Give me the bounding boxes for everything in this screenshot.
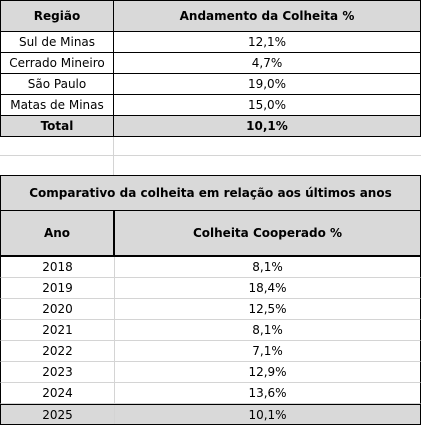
table-row: 2018 8,1% xyxy=(0,257,421,278)
table-row: 2024 13,6% xyxy=(0,383,421,404)
year-cell[interactable]: 2023 xyxy=(1,362,115,382)
total-value[interactable]: 10,1% xyxy=(114,116,421,136)
empty-grid-rows xyxy=(0,137,421,175)
progress-cell[interactable]: 19,0% xyxy=(114,74,421,94)
table-row: 2019 18,4% xyxy=(0,278,421,299)
region-cell[interactable]: Cerrado Mineiro xyxy=(0,53,114,73)
region-cell[interactable]: Matas de Minas xyxy=(0,95,114,115)
progress-cell[interactable]: 4,7% xyxy=(114,53,421,73)
year-cell[interactable]: 2020 xyxy=(1,299,115,319)
empty-cell[interactable] xyxy=(0,137,114,155)
year-cell[interactable]: 2024 xyxy=(1,383,115,403)
region-cell[interactable]: Sul de Minas xyxy=(0,32,114,52)
harvest-cell[interactable]: 10,1% xyxy=(248,407,287,422)
empty-cell[interactable] xyxy=(114,137,421,155)
table-row: 2021 8,1% xyxy=(0,320,421,341)
total-row: Total 10,1% xyxy=(0,116,421,137)
harvest-cell[interactable]: 8,1% xyxy=(252,323,283,337)
year-cell[interactable]: 2018 xyxy=(1,257,115,277)
table-row: 2022 7,1% xyxy=(0,341,421,362)
table-row: Matas de Minas 15,0% xyxy=(0,95,421,116)
empty-row xyxy=(0,156,421,175)
harvest-cell[interactable]: 13,6% xyxy=(248,386,287,400)
harvest-cell[interactable]: 12,9% xyxy=(248,365,287,379)
empty-cell[interactable] xyxy=(114,156,421,175)
comparison-title[interactable]: Comparativo da colheita em relação aos ú… xyxy=(29,186,392,200)
table-row-selected: 2025 10,1% xyxy=(0,404,421,425)
empty-row xyxy=(0,137,421,156)
harvest-progress-table: Região Andamento da Colheita % Sul de Mi… xyxy=(0,0,421,137)
header-region[interactable]: Região xyxy=(0,1,114,31)
table-header-row: Região Andamento da Colheita % xyxy=(0,0,421,32)
comparison-title-row: Comparativo da colheita em relação aos ú… xyxy=(0,175,421,211)
progress-cell[interactable]: 15,0% xyxy=(114,95,421,115)
year-cell[interactable]: 2021 xyxy=(1,320,115,340)
region-cell[interactable]: São Paulo xyxy=(0,74,114,94)
table-row: Cerrado Mineiro 4,7% xyxy=(0,53,421,74)
harvest-cell[interactable]: 7,1% xyxy=(252,344,283,358)
table-row: 2020 12,5% xyxy=(0,299,421,320)
header-year[interactable]: Ano xyxy=(1,211,115,255)
table-row: São Paulo 19,0% xyxy=(0,74,421,95)
table-header-row: Ano Colheita Cooperado % xyxy=(0,211,421,257)
table-row: 2023 12,9% xyxy=(0,362,421,383)
header-cooperated-harvest[interactable]: Colheita Cooperado % xyxy=(192,226,343,240)
harvest-cell[interactable]: 8,1% xyxy=(252,260,283,274)
header-harvest-progress[interactable]: Andamento da Colheita % xyxy=(114,1,421,31)
empty-cell[interactable] xyxy=(0,156,114,175)
harvest-cell[interactable]: 18,4% xyxy=(248,281,287,295)
progress-cell[interactable]: 12,1% xyxy=(114,32,421,52)
year-cell[interactable]: 2019 xyxy=(1,278,115,298)
total-label[interactable]: Total xyxy=(0,116,114,136)
harvest-comparison-table: Comparativo da colheita em relação aos ú… xyxy=(0,175,421,425)
table-row: Sul de Minas 12,1% xyxy=(0,32,421,53)
year-cell[interactable]: 2022 xyxy=(1,341,115,361)
year-cell[interactable]: 2025 xyxy=(1,405,115,424)
harvest-cell[interactable]: 12,5% xyxy=(248,302,287,316)
